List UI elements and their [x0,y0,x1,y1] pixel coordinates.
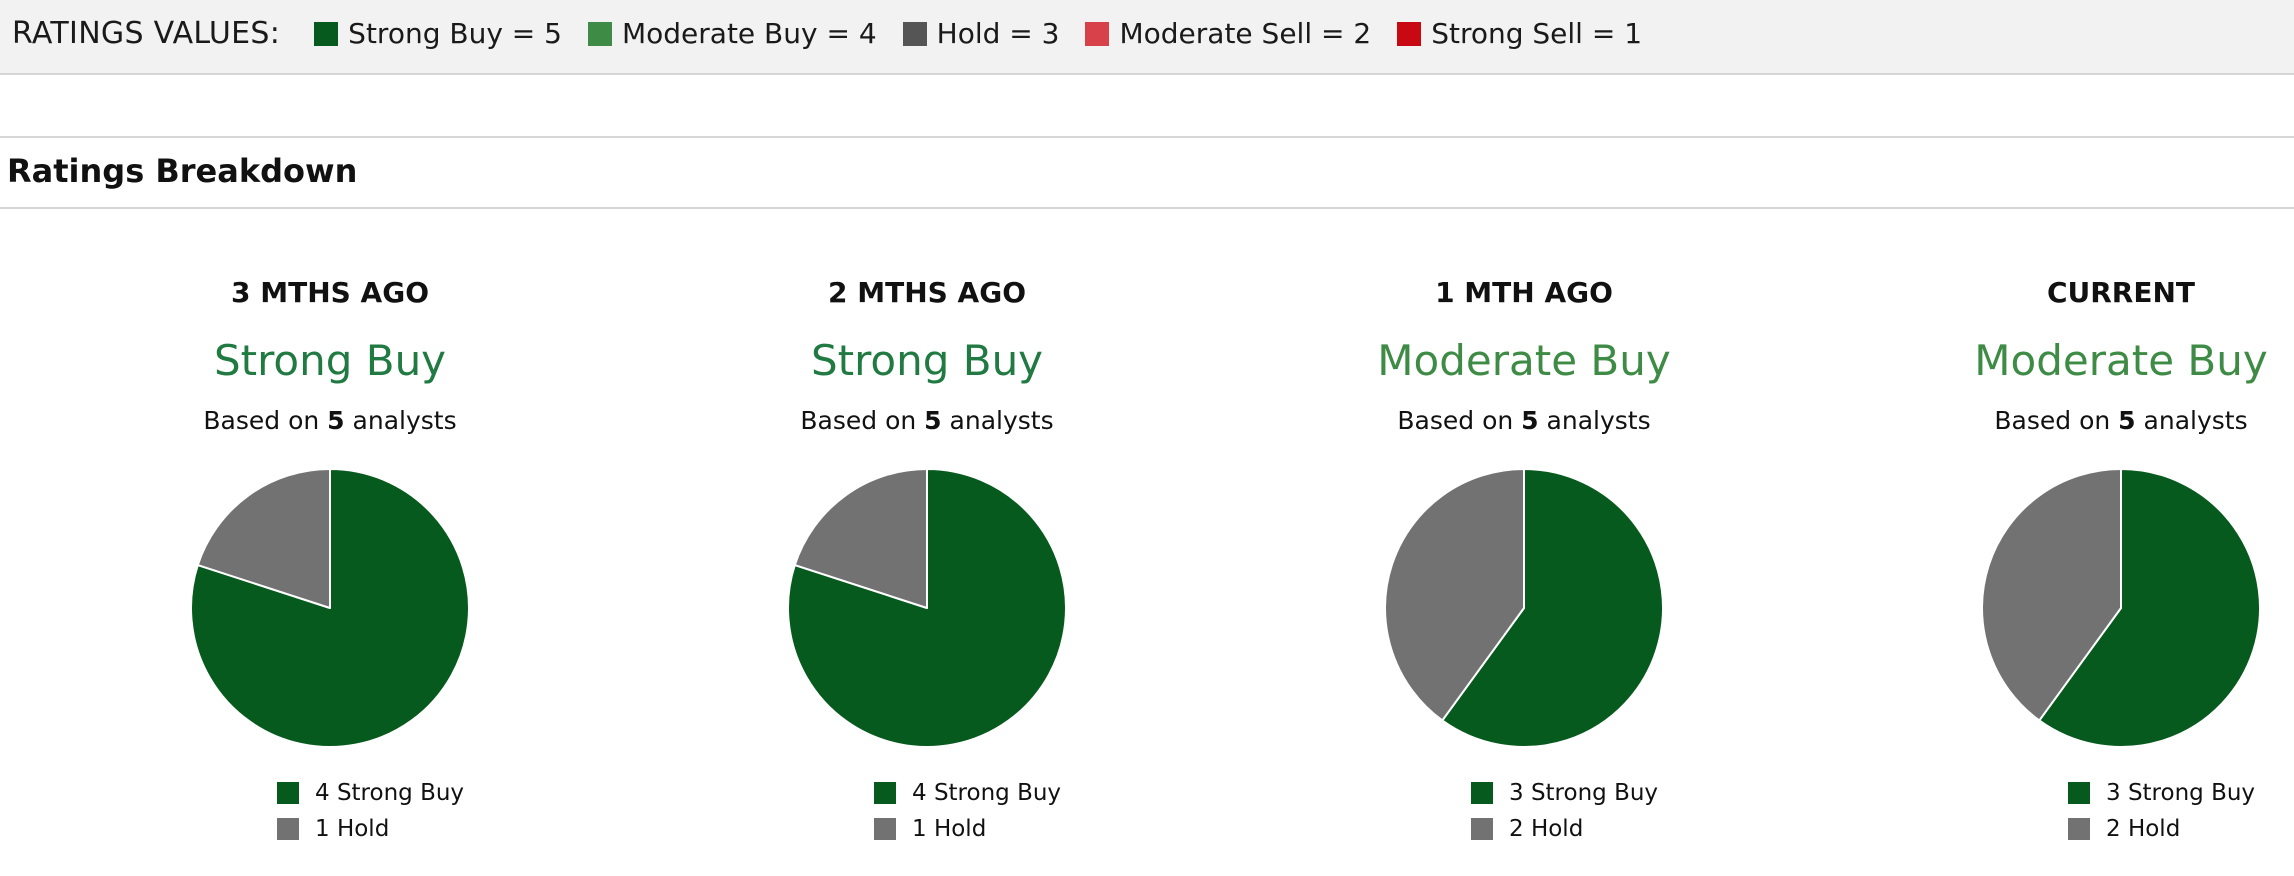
rating-panel-1-mth-ago: 1 MTH AGO Moderate Buy Based on 5 analys… [1226,268,1822,848]
pie-chart [787,468,1067,748]
consensus-rating: Moderate Buy [1974,336,2268,385]
pie-legend-item: 2 Hold [2068,811,2255,847]
pie-legend-label: 4 Strong Buy [315,780,465,806]
rating-panel-current: CURRENT Moderate Buy Based on 5 analysts… [1823,268,2294,848]
pie-legend-item: 1 Hold [277,811,464,847]
pie-legend-item: 4 Strong Buy [874,775,1061,811]
analyst-count-text: Based on 5 analysts [1994,406,2248,435]
legend-item-strong-sell: Strong Sell = 1 [1397,17,1642,50]
pie-legend-item: 3 Strong Buy [1471,775,1658,811]
pie-legend: 3 Strong Buy 2 Hold [1471,775,1658,847]
pie-slice-hold[interactable] [1384,468,1525,722]
pie-slice-strong-buy[interactable] [2038,468,2261,748]
pie-legend: 3 Strong Buy 2 Hold [2068,775,2255,847]
pie-chart [1981,468,2261,748]
rating-panel-3-mths-ago: 3 MTHS AGO Strong Buy Based on 5 analyst… [32,268,628,848]
divider [0,207,2294,209]
analyst-count: 5 [327,406,345,435]
analyst-count: 5 [1521,406,1539,435]
ratings-values-legend: RATINGS VALUES: Strong Buy = 5 Moderate … [0,0,2294,75]
hold-swatch-icon [2068,818,2090,840]
pie-slice-strong-buy[interactable] [1441,468,1664,748]
pie-legend-item: 2 Hold [1471,811,1658,847]
moderate-buy-swatch-icon [587,21,612,46]
legend-item-moderate-sell: Moderate Sell = 2 [1085,17,1371,50]
pie-legend-label: 3 Strong Buy [1509,780,1659,806]
rating-panel-2-mths-ago: 2 MTHS AGO Strong Buy Based on 5 analyst… [629,268,1225,848]
analyst-count-text: Based on 5 analysts [1397,406,1651,435]
ratings-values-title: RATINGS VALUES: [12,16,281,51]
strong-buy-swatch-icon [874,782,896,804]
pie-chart [190,468,470,748]
strong-buy-swatch-icon [2068,782,2090,804]
pie-legend-label: 1 Hold [315,816,390,842]
panel-period-title: 2 MTHS AGO [828,276,1026,309]
hold-swatch-icon [1471,818,1493,840]
strong-buy-swatch-icon [314,21,339,46]
consensus-rating: Moderate Buy [1377,336,1671,385]
legend-item-strong-buy: Strong Buy = 5 [314,17,562,50]
strong-sell-swatch-icon [1397,21,1422,46]
pie-legend-item: 1 Hold [874,811,1061,847]
analyst-count: 5 [924,406,942,435]
legend-label-moderate-buy: Moderate Buy = 4 [621,17,877,50]
legend-item-hold: Hold = 3 [902,17,1060,50]
legend-label-strong-sell: Strong Sell = 1 [1431,17,1643,50]
pie-legend: 4 Strong Buy 1 Hold [874,775,1061,847]
legend-label-strong-buy: Strong Buy = 5 [348,17,562,50]
hold-swatch-icon [874,818,896,840]
strong-buy-swatch-icon [1471,782,1493,804]
hold-swatch-icon [902,21,927,46]
analyst-count-text: Based on 5 analysts [800,406,1054,435]
panel-period-title: 1 MTH AGO [1435,276,1613,309]
consensus-rating: Strong Buy [810,336,1044,385]
pie-legend: 4 Strong Buy 1 Hold [277,775,464,847]
analyst-count-text: Based on 5 analysts [203,406,457,435]
pie-chart [1384,468,1664,748]
legend-label-moderate-sell: Moderate Sell = 2 [1119,17,1372,50]
pie-legend-item: 4 Strong Buy [277,775,464,811]
pie-slice-hold[interactable] [793,468,928,609]
pie-legend-item: 3 Strong Buy [2068,775,2255,811]
panel-period-title: 3 MTHS AGO [231,276,429,309]
pie-legend-label: 4 Strong Buy [912,780,1062,806]
divider [0,136,2294,138]
pie-legend-label: 3 Strong Buy [2106,780,2256,806]
consensus-rating: Strong Buy [213,336,447,385]
legend-label-hold: Hold = 3 [936,17,1060,50]
legend-item-moderate-buy: Moderate Buy = 4 [587,17,877,50]
pie-legend-label: 2 Hold [1509,816,1584,842]
pie-slice-hold[interactable] [1981,468,2122,722]
analyst-count: 5 [2118,406,2136,435]
pie-legend-label: 1 Hold [912,816,987,842]
moderate-sell-swatch-icon [1085,21,1110,46]
strong-buy-swatch-icon [277,782,299,804]
pie-legend-label: 2 Hold [2106,816,2181,842]
hold-swatch-icon [277,818,299,840]
pie-slice-hold[interactable] [196,468,331,609]
section-title: Ratings Breakdown [7,152,358,190]
panel-period-title: CURRENT [2046,276,2196,309]
